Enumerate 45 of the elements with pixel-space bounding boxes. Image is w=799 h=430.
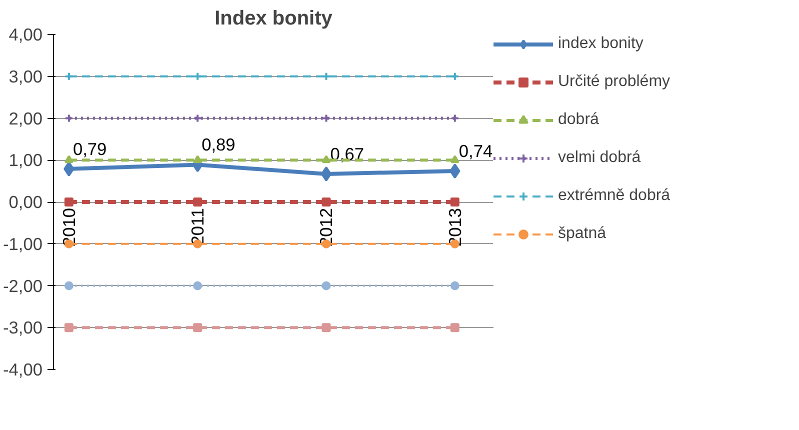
point <box>64 155 74 164</box>
point <box>64 281 74 290</box>
point <box>193 72 202 81</box>
y-tick-label: 2,00 <box>8 108 43 128</box>
legend-label: špatná <box>558 225 606 243</box>
point <box>193 323 202 332</box>
point <box>322 323 331 332</box>
y-tick-label: 4,00 <box>8 24 43 44</box>
y-tick-label: 3,00 <box>8 66 43 86</box>
chart-title: Index bonity <box>214 8 334 30</box>
y-tick-label: 0,00 <box>8 192 43 212</box>
point <box>450 155 460 164</box>
point <box>322 281 331 290</box>
point <box>193 281 202 290</box>
y-tick-label: 1,00 <box>8 150 43 170</box>
point <box>450 323 460 332</box>
data-label: 0,74 <box>458 141 493 162</box>
point <box>450 198 460 206</box>
point <box>64 114 74 123</box>
point <box>193 198 202 206</box>
point <box>322 114 331 123</box>
point <box>64 161 74 176</box>
data-label: 0,79 <box>72 138 107 159</box>
point <box>322 198 331 206</box>
legend-label: extrémně dobrá <box>558 187 670 205</box>
point <box>450 72 460 81</box>
point <box>450 164 460 179</box>
point <box>322 155 331 164</box>
y-tick-label: -1,00 <box>3 234 43 254</box>
point <box>450 281 460 290</box>
point <box>450 114 460 123</box>
y-tick-label: -4,00 <box>3 360 43 380</box>
y-tick-label: -3,00 <box>3 318 43 338</box>
point <box>320 166 332 182</box>
point <box>64 198 74 206</box>
data-label: 0,89 <box>202 134 236 155</box>
y-tick-label: -2,00 <box>3 276 43 296</box>
legend-label: dobrá <box>558 111 599 129</box>
point <box>193 155 202 164</box>
legend-label: index bonity <box>558 35 644 53</box>
point <box>322 72 331 81</box>
legend-label: Určité problémy <box>558 73 670 91</box>
legend-label: velmi dobrá <box>558 149 641 167</box>
point <box>64 323 74 332</box>
point <box>64 72 74 81</box>
